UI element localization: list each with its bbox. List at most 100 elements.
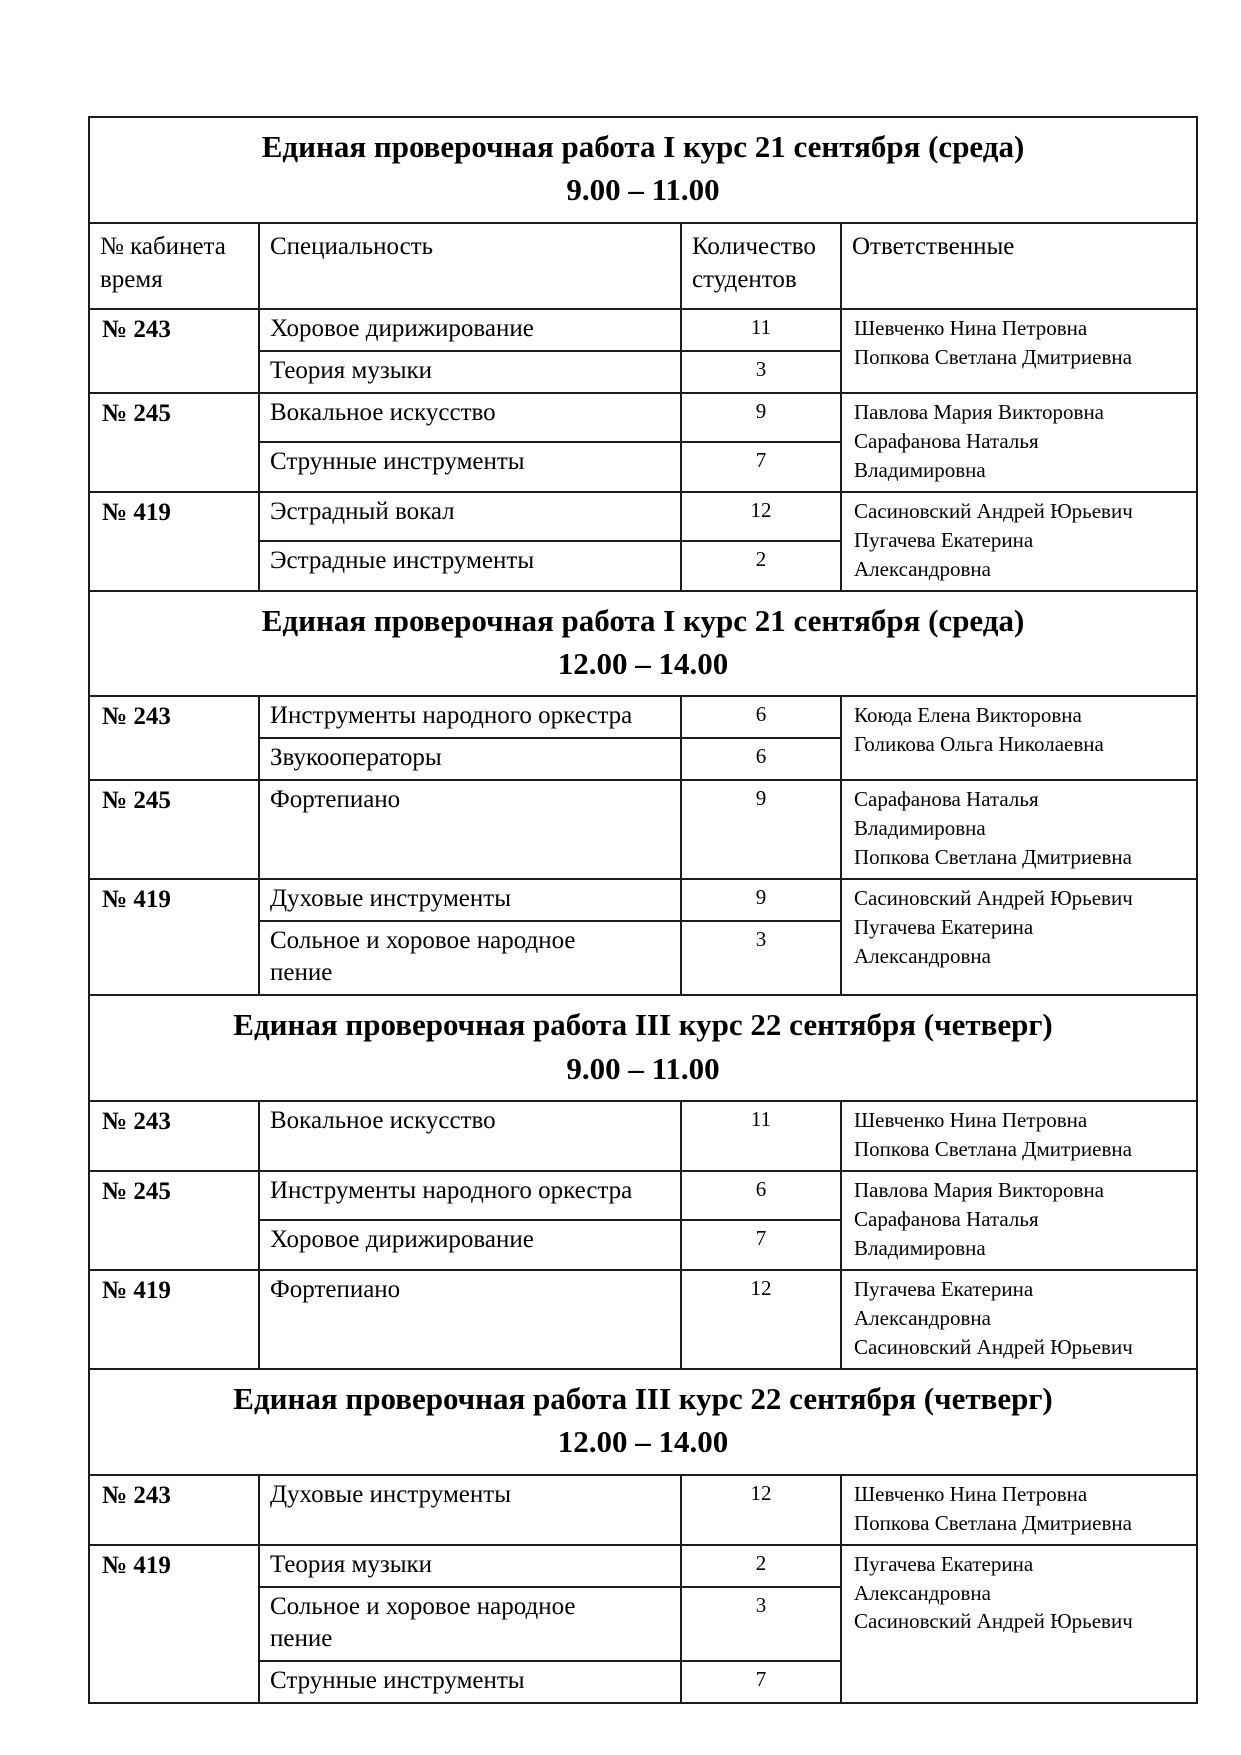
specialty-cell: Звукооператоры bbox=[258, 737, 682, 782]
count-cell: 9 bbox=[680, 779, 842, 881]
table-row: № 245 Вокальное искусство 9 Павлова Мария В… bbox=[88, 391, 1199, 493]
responsible-name: Коюда Елена Викторовна bbox=[854, 703, 1082, 728]
table-row: № 243 Вокальное искусство 11 Шевченко Нина … bbox=[88, 1100, 1199, 1172]
responsible-cell: Шевченко Нина Петровна Попкова Светлана Д… bbox=[839, 1473, 1199, 1546]
responsible-cell: Сасиновский Андрей Юрьевич Пугачева Екате… bbox=[839, 490, 1199, 592]
specialty-cell: Хоровое дирижирование bbox=[258, 307, 682, 352]
room-cell: № 419 bbox=[88, 1543, 260, 1704]
count-cell: 6 bbox=[680, 737, 842, 782]
responsible-name: Сарафанова Наталья Владимировна bbox=[854, 787, 1039, 841]
count-cell: 12 bbox=[680, 1268, 842, 1370]
column-header-row: № кабинета время Специальность Количество … bbox=[88, 221, 1199, 310]
specialty-cell: Теория музыки bbox=[258, 1543, 682, 1588]
count-cell: 3 bbox=[680, 1585, 842, 1662]
section-time-text: 12.00 – 14.00 bbox=[557, 645, 729, 681]
responsible-name: Пугачева Екатерина Александровна bbox=[854, 1551, 1034, 1605]
section-title-text: Единая проверочная работа III курс 22 се… bbox=[233, 1380, 1053, 1416]
responsible-name: Попкова Светлана Дмитриевна bbox=[854, 1510, 1132, 1535]
specialty-cell: Фортепиано bbox=[258, 779, 682, 881]
room-cell: № 243 bbox=[88, 307, 260, 394]
responsible-name: Сасиновский Андрей Юрьевич bbox=[854, 1609, 1133, 1634]
specialty-cell: Фортепиано bbox=[258, 1268, 682, 1370]
table-row: Струнные инструменты 7 bbox=[89, 441, 1197, 493]
responsible-cell: Сарафанова Наталья Владимировна Попкова С… bbox=[839, 779, 1199, 881]
schedule-table-body: Единая проверочная работа I курс 21 сент… bbox=[87, 116, 1199, 1704]
responsible-name: Попкова Светлана Дмитриевна bbox=[854, 845, 1132, 870]
section-time-text: 9.00 – 11.00 bbox=[566, 1050, 720, 1086]
responsible-name: Попкова Светлана Дмитриевна bbox=[854, 1137, 1132, 1162]
specialty-cell: Инструменты народного оркестра bbox=[258, 695, 682, 740]
responsible-name: Пугачева Екатерина Александровна bbox=[854, 915, 1034, 969]
responsible-cell: Шевченко Нина Петровна Попкова Светлана Д… bbox=[839, 1100, 1199, 1172]
count-cell: 3 bbox=[680, 920, 842, 997]
specialty-cell: Вокальное искусство bbox=[258, 1100, 682, 1172]
specialty-cell: Эстрадный вокал bbox=[258, 490, 682, 543]
count-cell: 12 bbox=[680, 490, 842, 543]
table-row: № 419 Теория музыки 2 Пугачева Екатерина Ал… bbox=[88, 1543, 1199, 1704]
header-room: № кабинета время bbox=[88, 221, 260, 310]
responsible-name: Пугачева Екатерина Александровна bbox=[854, 527, 1034, 581]
schedule-sheet: Единая проверочная работа I курс 21 сент… bbox=[87, 116, 1199, 1704]
specialty-cell: Вокальное искусство bbox=[258, 391, 682, 444]
specialty-cell: Эстрадные инструменты bbox=[258, 540, 682, 592]
specialty-cell: Сольное и хоровое народное пение bbox=[258, 1585, 682, 1662]
responsible-name: Сасиновский Андрей Юрьевич bbox=[854, 1334, 1133, 1359]
responsible-cell: Павлова Мария Викторовна Сарафанова Натал… bbox=[839, 391, 1199, 493]
section-title-row: Единая проверочная работа III курс 22 се… bbox=[87, 994, 1199, 1103]
specialty-cell: Духовые инструменты bbox=[258, 1473, 682, 1546]
responsible-name: Павлова Мария Викторовна bbox=[854, 1178, 1105, 1202]
responsible-name: Голикова Ольга Николаевна bbox=[854, 732, 1104, 757]
count-cell: 2 bbox=[680, 1543, 842, 1588]
responsible-cell: Коюда Елена Викторовна Голикова Ольга Ник… bbox=[839, 695, 1199, 782]
count-cell: 7 bbox=[680, 1219, 842, 1271]
responsible-name: Павлова Мария Викторовна bbox=[854, 399, 1105, 424]
table-row: Сольное и хоровое народное пение 3 bbox=[89, 920, 1197, 997]
table-row: № 419 Фортепиано 12 Пугачева Екатерина Алек… bbox=[88, 1268, 1199, 1370]
specialty-cell: Струнные инструменты bbox=[258, 1659, 682, 1704]
table-row: № 243 Инструменты народного оркестра 6 Коюд… bbox=[88, 695, 1199, 782]
specialty-cell: Инструменты народного оркестра bbox=[258, 1169, 682, 1222]
header-responsible: Ответственные bbox=[839, 221, 1199, 310]
table-row: № 243 Хоровое дирижирование 11 Шевченко Нин… bbox=[88, 307, 1199, 394]
table-row: № 245 Инструменты народного оркестра 6 Павл… bbox=[88, 1169, 1199, 1271]
schedule-table: Единая проверочная работа I курс 21 сент… bbox=[87, 116, 1199, 1704]
section-title-row: Единая проверочная работа III курс 22 се… bbox=[87, 1367, 1199, 1476]
room-cell: № 243 bbox=[88, 695, 260, 782]
count-cell: 11 bbox=[680, 307, 842, 352]
specialty-cell: Теория музыки bbox=[258, 349, 682, 394]
section-title: Единая проверочная работа I курс 21 сент… bbox=[87, 116, 1199, 224]
room-cell: № 245 bbox=[88, 779, 260, 881]
responsible-name: Шевченко Нина Петровна bbox=[854, 315, 1088, 340]
specialty-cell: Струнные инструменты bbox=[258, 441, 682, 493]
count-cell: 7 bbox=[680, 441, 842, 493]
section-time-text: 9.00 – 11.00 bbox=[566, 172, 720, 208]
count-cell: 11 bbox=[680, 1100, 842, 1172]
table-row: № 419 Эстрадный вокал 12 Сасиновский Андрей… bbox=[88, 490, 1199, 592]
section-title-text: Единая проверочная работа I курс 21 сент… bbox=[261, 129, 1025, 164]
responsible-cell: Павлова Мария Викторовна Сарафанова Натал… bbox=[839, 1170, 1199, 1271]
header-count: Количество студентов bbox=[680, 221, 842, 310]
responsible-name: Сасиновский Андрей Юрьевич bbox=[854, 498, 1133, 523]
table-row: Теория музыки 3 bbox=[89, 349, 1197, 394]
count-cell: 6 bbox=[680, 1169, 842, 1222]
table-row: № 419 Духовые инструменты 9 Сасиновский Анд… bbox=[88, 878, 1199, 997]
table-row: Струнные инструменты 7 bbox=[89, 1659, 1197, 1704]
count-cell: 7 bbox=[680, 1659, 842, 1704]
header-specialty: Специальность bbox=[258, 221, 682, 310]
section-title: Единая проверочная работа I курс 21 сент… bbox=[87, 589, 1199, 698]
responsible-cell: Сасиновский Андрей Юрьевич Пугачева Екате… bbox=[839, 878, 1199, 997]
section-title: Единая проверочная работа III курс 22 се… bbox=[87, 1367, 1199, 1476]
responsible-name: Сарафанова Наталья Владимировна bbox=[854, 1206, 1039, 1260]
responsible-name: Попкова Светлана Дмитриевна bbox=[854, 344, 1132, 369]
count-cell: 9 bbox=[680, 391, 842, 444]
responsible-name: Шевченко Нина Петровна bbox=[854, 1108, 1088, 1133]
room-cell: № 245 bbox=[88, 391, 260, 493]
room-cell: № 419 bbox=[88, 1268, 260, 1370]
table-row: № 243 Духовые инструменты 12 Шевченко Нина … bbox=[88, 1473, 1199, 1546]
responsible-name: Пугачева Екатерина Александровна bbox=[854, 1276, 1034, 1330]
responsible-cell: Пугачева Екатерина Александровна Сасиновс… bbox=[839, 1543, 1199, 1704]
room-cell: № 419 bbox=[88, 490, 260, 592]
responsible-cell: Пугачева Екатерина Александровна Сасиновс… bbox=[839, 1268, 1199, 1370]
table-row: Хоровое дирижирование 7 bbox=[89, 1219, 1197, 1271]
